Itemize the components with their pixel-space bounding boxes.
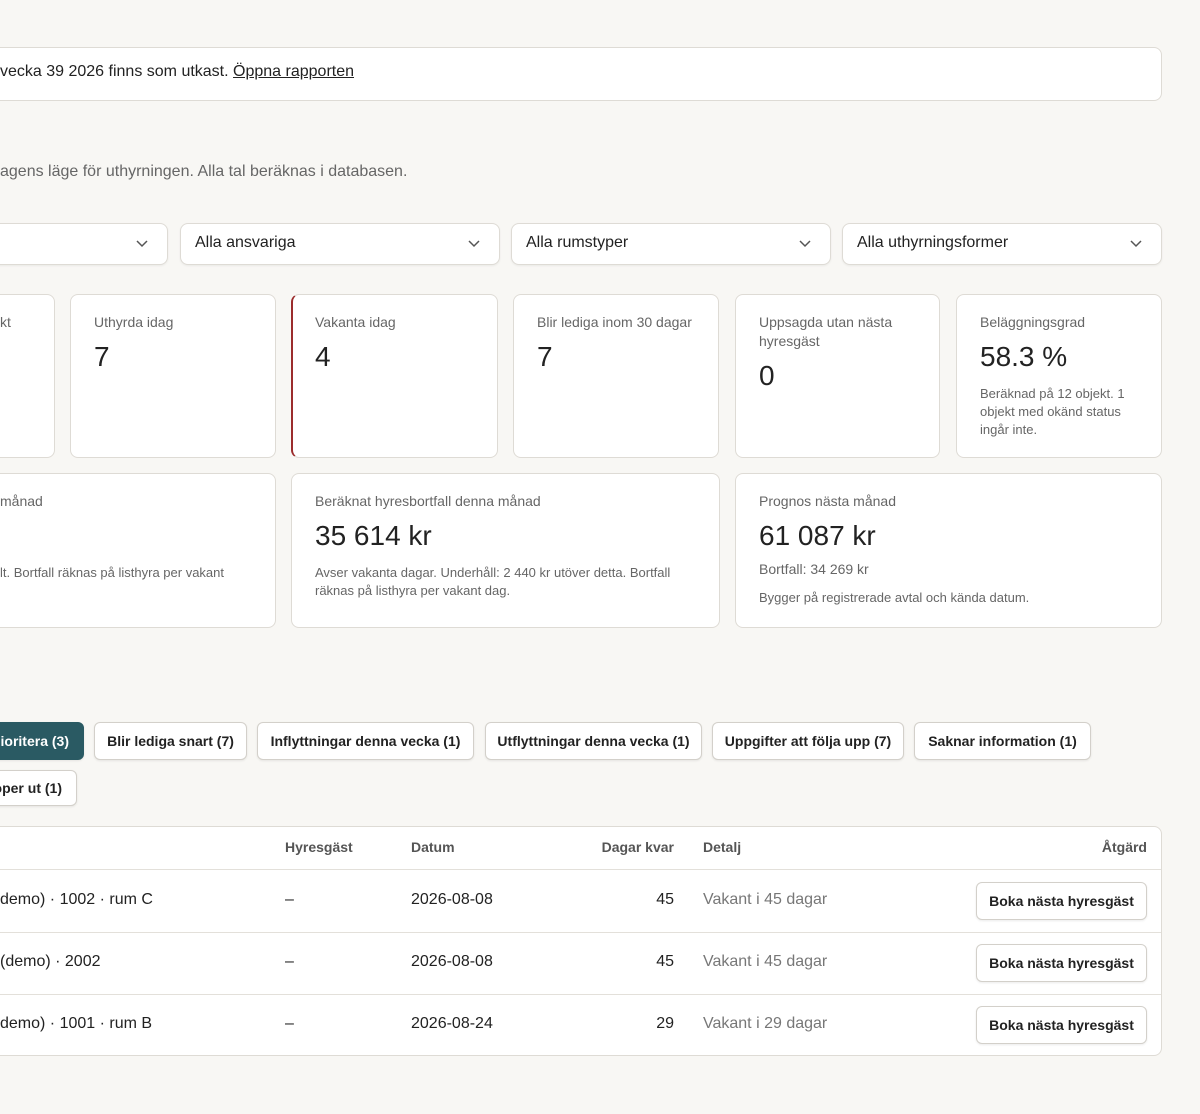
table-header-line [0,869,1161,870]
table-cell: 2026-08-08 [411,891,493,908]
table-cell: Vakant i 29 dagar [703,1015,828,1032]
table-cell: Vakant i 45 dagar [703,891,828,908]
filter-tab[interactable]: öper ut (1) [0,770,77,806]
chevron [1130,240,1142,248]
filter-tab[interactable]: ioritera (3) [0,722,84,760]
table-cell: 29 [656,1015,674,1032]
chevron [136,240,148,248]
column-header: Datum [411,839,455,855]
table-cell: – [285,1015,294,1032]
money-value: 35 614 kr [315,520,432,551]
table-cell: 2026-08-24 [411,1015,493,1032]
kpi-note: Beräknad på 12 objekt. 1 objekt med okän… [980,386,1125,437]
money-card [0,473,276,628]
filter-tab[interactable]: Blir lediga snart (7) [94,722,247,760]
action-button[interactable]: Boka nästa hyresgäst [976,944,1147,982]
filter-select[interactable] [180,223,500,265]
chevron [468,240,480,248]
column-header: Dagar kvar [601,839,674,855]
table-cell: 45 [656,953,674,970]
kpi-card [513,294,719,458]
filter-label: Alla rumstyper [526,234,629,251]
kpi-label: Blir lediga inom 30 dagar [537,314,692,330]
row-divider [0,994,1161,995]
filter-tab[interactable]: Utflyttningar denna vecka (1) [485,722,702,760]
table-cell: 2026-08-08 [411,953,493,970]
filter-select[interactable] [842,223,1162,265]
kpi-label: Vakanta idag [315,314,396,330]
banner-text: vecka 39 2026 finns som utkast. Öppna ra… [0,63,354,81]
table-cell: – [285,953,294,970]
money-label: Beräknat hyresbortfall denna månad [315,493,541,509]
table [0,826,1162,1056]
filter-select[interactable] [0,223,168,265]
table-cell: (demo) · 2002 [0,953,101,970]
filter-label: Alla uthyrningsformer [857,234,1009,251]
report-link[interactable]: Öppna rapporten [233,63,355,80]
kpi-label: Uppsagda utan nästa hyresgäst [759,314,893,349]
money-value: 61 087 kr [759,520,876,551]
banner [0,47,1162,101]
money-sub: Bortfall: 34 269 kr [759,561,869,577]
kpi-label: kt [0,314,11,330]
subtitle: agens läge för uthyrningen. Alla tal ber… [0,163,408,180]
kpi-label: Uthyrda idag [94,314,174,330]
kpi-value: 7 [537,341,553,372]
kpi-value: 4 [315,341,331,372]
filter-tab[interactable]: Inflyttningar denna vecka (1) [257,722,474,760]
column-header: Hyresgäst [285,839,353,855]
table-cell: – [285,891,294,908]
table-cell: Vakant i 45 dagar [703,953,828,970]
chevron [799,240,811,248]
kpi-card [70,294,276,458]
column-header: Åtgärd [1101,839,1147,855]
table-cell: demo) · 1002 · rum C [0,891,153,908]
action-button[interactable]: Boka nästa hyresgäst [976,882,1147,920]
table-cell: 45 [656,891,674,908]
filter-tab[interactable]: Uppgifter att följa upp (7) [712,722,904,760]
money-note: Avser vakanta dagar. Underhåll: 2 440 kr… [315,565,671,598]
money-note: lt. Bortfall räknas på listhyra per vaka… [0,565,224,580]
kpi-value: 7 [94,341,110,372]
kpi-card [291,294,498,458]
kpi-card [0,294,55,458]
filter-label: Alla ansvariga [195,234,296,251]
banner-message: vecka 39 2026 finns som utkast. [0,63,229,80]
money-label: månad [0,493,43,509]
money-card [291,473,720,628]
table-cell: demo) · 1001 · rum B [0,1015,153,1032]
money-label: Prognos nästa månad [759,493,896,509]
kpi-card [735,294,940,458]
kpi-value: 58.3 % [980,341,1068,372]
kpi-label: Beläggningsgrad [980,314,1086,330]
column-header: Detalj [703,839,742,855]
kpi-card [956,294,1162,458]
kpi-value: 0 [759,360,775,391]
filter-tab[interactable]: Saknar information (1) [914,722,1091,760]
row-divider [0,932,1161,933]
money-note: Bygger på registrerade avtal och kända d… [759,590,1030,605]
filter-select[interactable] [511,223,831,265]
action-button[interactable]: Boka nästa hyresgäst [976,1006,1147,1044]
money-card [735,473,1162,628]
